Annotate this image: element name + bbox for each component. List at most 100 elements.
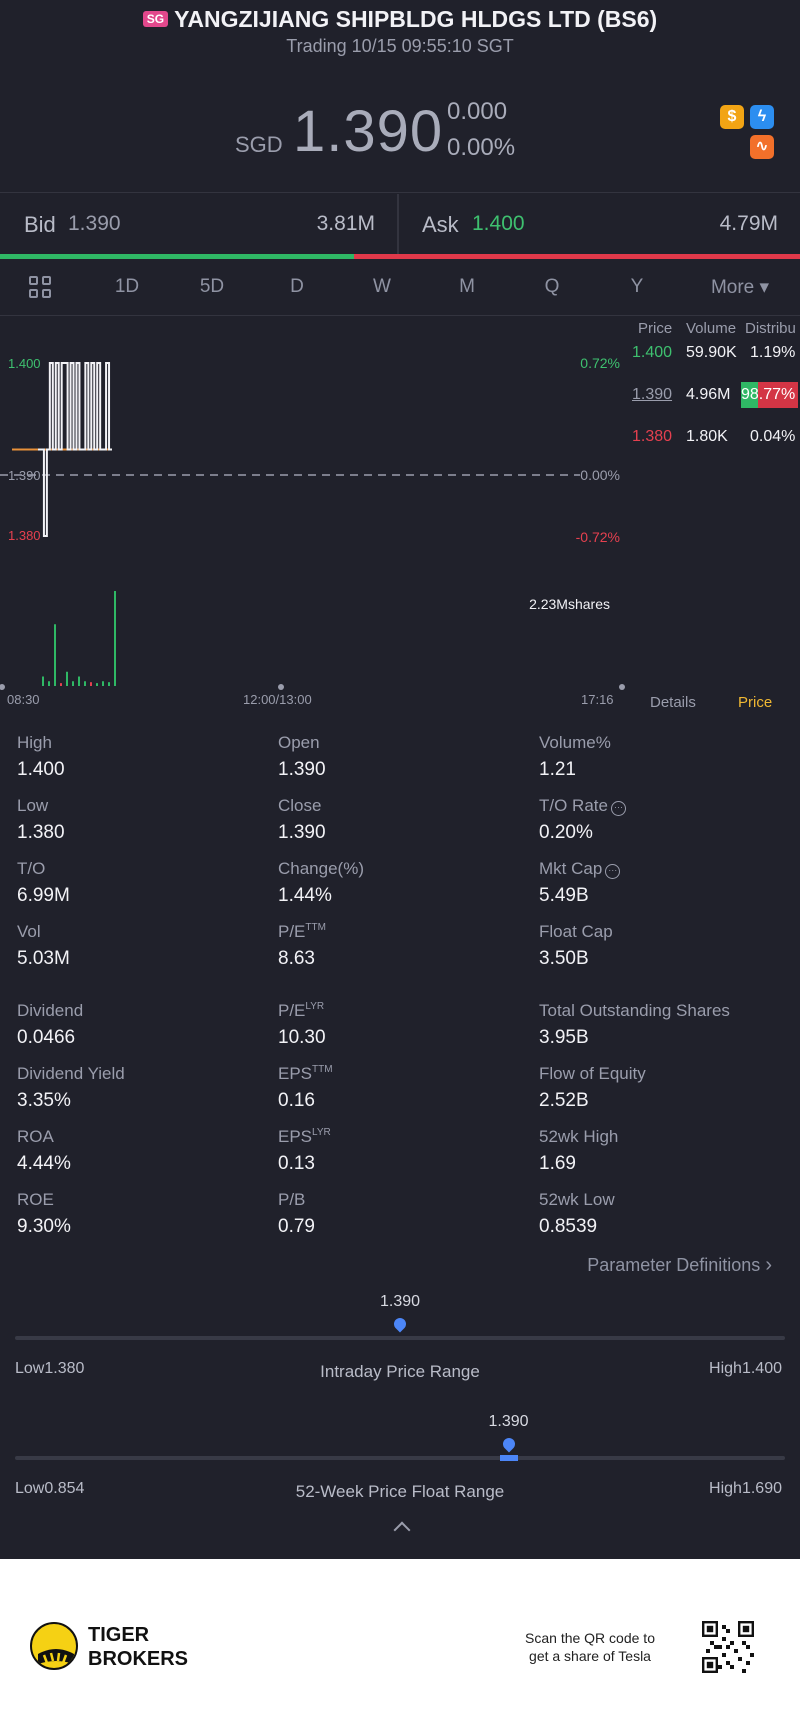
stat-label-text: Change(%) [278, 859, 364, 878]
stat-label-text: 52wk High [539, 1127, 619, 1146]
info-icon[interactable]: ··· [605, 864, 621, 879]
footer [0, 1559, 800, 1733]
panel-tab-price[interactable]: Price [738, 694, 773, 711]
volume-bar [90, 682, 92, 686]
tab-m[interactable]: M [459, 276, 475, 297]
tab-y[interactable]: Y [630, 276, 644, 297]
stat-label: Change(%) [278, 859, 364, 879]
stock-name: YANGZIJIANG SHIPBLDG HLDGS LTD (BS6) [174, 6, 658, 32]
stat-value: 1.69 [539, 1153, 576, 1174]
stat-label: Dividend [17, 1001, 83, 1021]
stat-value: 8.63 [278, 948, 315, 969]
intraday-range-title: Intraday Price Range [320, 1362, 480, 1381]
y-tick-high: 1.400 [8, 356, 41, 371]
chart-swirl-icon[interactable]: ∿ [750, 135, 774, 159]
volume-bar [78, 676, 80, 686]
stat-label-text: EPS [278, 1064, 313, 1083]
tab-5d[interactable]: 5D [199, 276, 225, 297]
stat-label-superscript: TTM [305, 922, 326, 933]
stat-label: Dividend Yield [17, 1064, 125, 1084]
volume-bar [60, 683, 62, 686]
stat-value: 1.380 [17, 822, 65, 843]
chevron-right-icon: › [765, 1254, 772, 1276]
stat-label: Total Outstanding Shares [539, 1001, 730, 1021]
volume-bar [66, 671, 68, 686]
stat-label: 52wk High [539, 1127, 618, 1147]
intraday-high: High1.400 [709, 1360, 782, 1377]
y-tick-pct-low: -0.72% [576, 529, 620, 545]
tab-1d[interactable]: 1D [114, 276, 140, 297]
stat-value: 5.03M [17, 948, 70, 969]
tab-q[interactable]: Q [544, 276, 560, 297]
stat-label-superscript: TTM [312, 1064, 333, 1075]
period-tabs: 1D 5D D W M Q Y More ▾ [0, 260, 800, 316]
stat-label-text: Total Outstanding Shares [539, 1001, 730, 1020]
stat-value: 2.52B [539, 1090, 589, 1111]
stat-label: 52wk Low [539, 1190, 615, 1210]
stat-value: 3.35% [17, 1090, 71, 1111]
stat-label: Flow of Equity [539, 1064, 646, 1084]
stat-label-text: High [17, 733, 52, 752]
current-price-marker [500, 1435, 518, 1453]
y-tick-mid: 1.390 [8, 468, 41, 483]
stat-value: 1.400 [17, 759, 65, 780]
tab-w[interactable]: W [373, 276, 391, 297]
parameter-definitions-link[interactable]: Parameter Definitions › [587, 1254, 772, 1277]
week52-marker-bar [499, 1455, 518, 1461]
stat-label: Open [278, 733, 320, 753]
price-line [38, 362, 112, 537]
panel-tab-details[interactable]: Details [650, 694, 696, 711]
stat-value: 9.30% [17, 1216, 71, 1237]
price-change: 0.000 [447, 98, 508, 125]
chevron-up-icon[interactable] [393, 1521, 411, 1539]
stat-value: 5.49B [539, 885, 589, 906]
tiger-logo-icon [30, 1622, 78, 1670]
stat-label: High [17, 733, 52, 753]
layout-grid-icon[interactable] [29, 276, 53, 300]
stat-label-text: Close [278, 796, 322, 815]
volume-bar [48, 681, 50, 686]
qr-caption-line1: Scan the QR code to [525, 1630, 655, 1646]
stat-label-text: P/E [278, 922, 306, 941]
x-axis-dot-start [0, 684, 5, 690]
stat-value: 0.0466 [17, 1027, 76, 1048]
stat-label: Mkt Cap ··· [539, 859, 621, 879]
stat-label-text: Open [278, 733, 320, 752]
y-tick-pct-high: 0.72% [580, 355, 620, 371]
week52-current-value: 1.390 [488, 1413, 529, 1430]
lightning-icon[interactable]: ϟ [750, 105, 774, 129]
stat-value: 3.50B [539, 948, 589, 969]
book-col-volume: Volume [686, 320, 737, 337]
book-volume: 1.80K [686, 428, 728, 445]
divider [397, 194, 399, 254]
info-icon[interactable]: ··· [610, 801, 626, 816]
week52-range: 1.390 Low0.854 52-Week Price Float Range… [0, 1400, 800, 1501]
dollar-icon[interactable]: $ [720, 105, 744, 129]
stat-value: 3.95B [539, 1027, 589, 1048]
bid-volume: 3.81M [316, 212, 375, 235]
brand-name-line1: TIGER [88, 1624, 150, 1646]
tab-d[interactable]: D [290, 276, 304, 297]
bid-price: 1.390 [68, 212, 121, 235]
week52-low: Low0.854 [15, 1480, 85, 1497]
stat-label-text: T/O [17, 859, 46, 878]
book-price: 1.380 [632, 428, 673, 445]
volume-bar [108, 682, 110, 686]
ask-volume: 4.79M [719, 212, 778, 235]
stat-label-superscript: LYR [305, 1001, 325, 1012]
intraday-chart[interactable]: 1.400 1.390 1.380 0.72% 0.00% -0.72% 2.2… [0, 318, 630, 690]
book-price: 1.390 [632, 386, 673, 403]
stat-label: ROE [17, 1190, 54, 1210]
stat-label: T/O [17, 859, 45, 879]
stat-label: P/B [278, 1190, 305, 1210]
stat-value: 4.44% [17, 1153, 71, 1174]
volume-bar [42, 676, 44, 686]
x-axis-dot-mid [278, 684, 284, 690]
stat-label-text: Flow of Equity [539, 1064, 646, 1083]
stat-label: ROA [17, 1127, 54, 1147]
book-volume: 4.96M [686, 386, 731, 403]
stat-value: 1.21 [539, 759, 576, 780]
y-tick-pct-mid: 0.00% [580, 467, 620, 483]
week52-range-track [15, 1456, 785, 1460]
tab-more[interactable]: More ▾ [710, 277, 770, 298]
